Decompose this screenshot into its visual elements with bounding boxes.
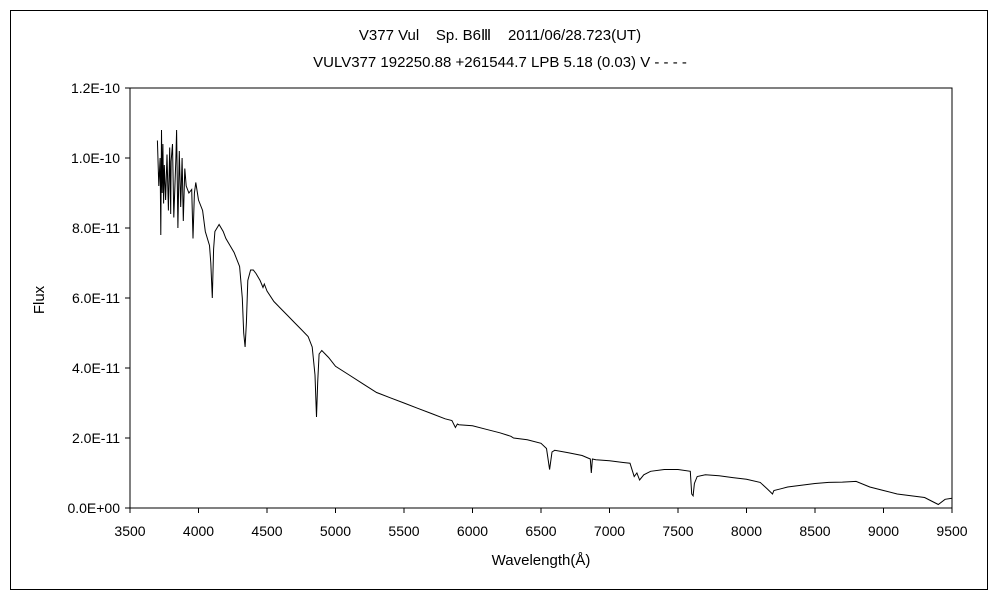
y-axis: 0.0E+00 2.0E-11 4.0E-11 6.0E-11 8.0E-11 1.0E-… (67, 80, 130, 516)
y-tick-label: 6.0E-11 (72, 290, 120, 306)
x-tick-label: 4500 (251, 523, 282, 539)
x-tick-label: 6500 (525, 523, 556, 539)
x-axis-label: Wavelength(Å) (492, 552, 591, 569)
x-tick-label: 8000 (731, 523, 762, 539)
y-axis-label: Flux (31, 285, 48, 314)
y-tick-label: 1.0E-10 (71, 150, 120, 166)
x-tick-label: 9000 (868, 523, 899, 539)
x-tick-label: 7000 (594, 523, 625, 539)
x-tick-label: 5000 (320, 523, 351, 539)
chart-frame (10, 10, 988, 590)
y-tick-label: 4.0E-11 (72, 360, 120, 376)
x-tick-label: 6000 (457, 523, 488, 539)
x-tick-label: 7500 (662, 523, 693, 539)
y-tick-label: 1.2E-10 (71, 80, 120, 96)
x-tick-label: 5500 (388, 523, 419, 539)
x-tick-label: 8500 (799, 523, 830, 539)
x-tick-label: 3500 (114, 523, 145, 539)
spectrum-line (156, 129, 953, 506)
x-tick-label: 4000 (183, 523, 214, 539)
chart-title-line-2: VULV377 192250.88 +261544.7 LPB 5.18 (0.… (313, 54, 687, 71)
chart-title-line-1: V377 Vul Sp. B6Ⅲ 2011/06/28.723(UT) (358, 27, 642, 44)
y-tick-label: 0.0E+00 (67, 500, 120, 516)
x-axis: 3500 4000 4500 5000 5500 6000 6500 7000 7500 8000… (114, 508, 968, 539)
y-tick-label: 2.0E-11 (72, 430, 120, 446)
x-tick-label: 9500 (936, 523, 967, 539)
y-tick-label: 8.0E-11 (72, 220, 120, 236)
plot-area-border (129, 87, 953, 509)
